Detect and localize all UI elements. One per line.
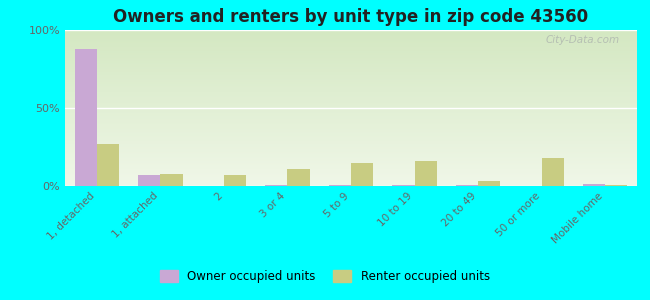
Legend: Owner occupied units, Renter occupied units: Owner occupied units, Renter occupied un… — [155, 266, 495, 288]
Bar — [329, 185, 351, 186]
Bar — [265, 185, 287, 186]
Bar — [605, 185, 627, 186]
Text: City-Data.com: City-Data.com — [546, 35, 620, 45]
Bar — [393, 185, 415, 186]
Bar — [75, 49, 97, 186]
Title: Owners and renters by unit type in zip code 43560: Owners and renters by unit type in zip c… — [114, 8, 588, 26]
Bar — [583, 184, 605, 186]
Bar — [541, 158, 564, 186]
Bar — [161, 173, 183, 186]
Bar — [97, 144, 119, 186]
Bar — [287, 169, 309, 186]
Bar — [138, 175, 161, 186]
Bar — [478, 181, 500, 186]
Bar — [456, 185, 478, 186]
Bar — [351, 163, 373, 186]
Bar — [415, 161, 437, 186]
Bar — [224, 175, 246, 186]
